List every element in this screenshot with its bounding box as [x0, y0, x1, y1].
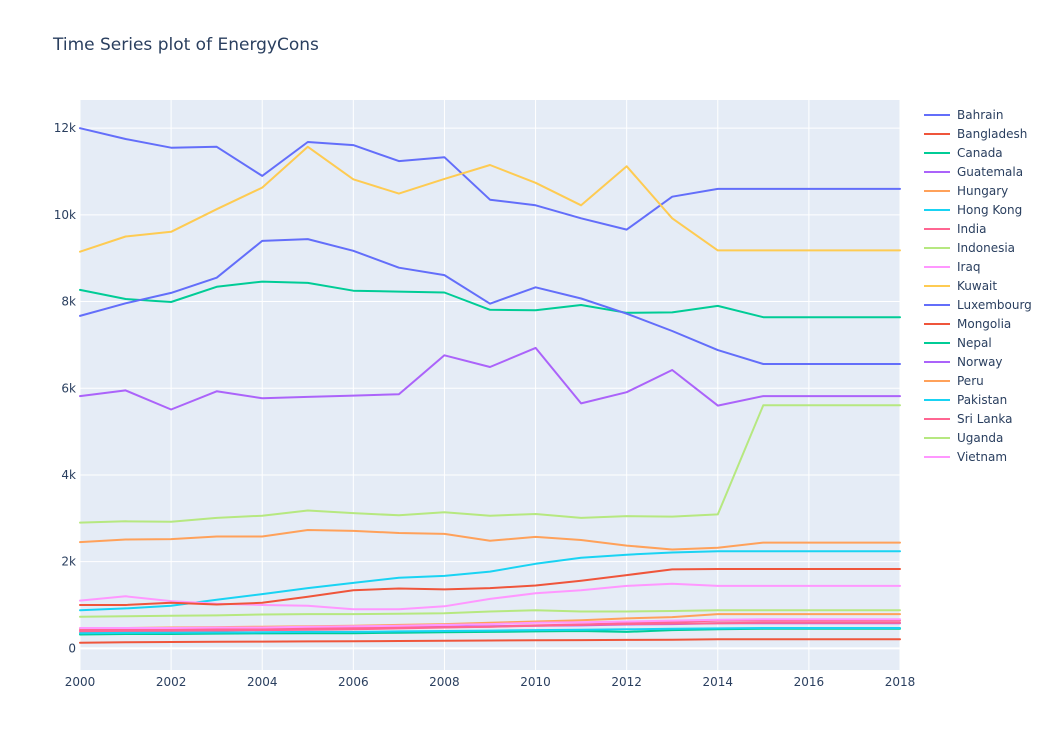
legend-label: Sri Lanka — [957, 412, 1012, 426]
legend-label: Peru — [957, 374, 984, 388]
x-tick-label: 2016 — [794, 675, 825, 689]
series-line-vietnam — [79, 618, 901, 629]
legend-label: Mongolia — [957, 317, 1011, 331]
chart-title: Time Series plot of EnergyCons — [52, 35, 319, 55]
y-axis-ticks: 0 2k 4k 6k 8k 10k 12k — [54, 121, 76, 655]
series-line-hong-kong — [79, 550, 901, 612]
series-line-pakistan — [79, 627, 901, 635]
legend-item-canada[interactable]: Canada — [924, 146, 1003, 160]
legend-item-norway[interactable]: Norway — [924, 355, 1003, 369]
legend-label: Guatemala — [957, 165, 1023, 179]
legend-item-hungary[interactable]: Hungary — [924, 184, 1008, 198]
legend-item-indonesia[interactable]: Indonesia — [924, 241, 1015, 255]
x-axis-ticks: 2000 2002 2004 2006 2008 2010 2012 2014 2016 2018 — [65, 675, 916, 689]
legend-label: Bangladesh — [957, 127, 1027, 141]
legend-label: Bahrain — [957, 108, 1003, 122]
legend-label: Canada — [957, 146, 1003, 160]
y-tick-label: 6k — [61, 381, 76, 395]
x-tick-label: 2012 — [611, 675, 642, 689]
legend-item-nepal[interactable]: Nepal — [924, 336, 992, 350]
legend-label: Norway — [957, 355, 1003, 369]
series-line-hungary — [79, 529, 901, 551]
plot-background — [80, 100, 900, 670]
x-tick-label: 2004 — [247, 675, 278, 689]
legend-item-vietnam[interactable]: Vietnam — [924, 450, 1007, 464]
legend-item-bahrain[interactable]: Bahrain — [924, 108, 1003, 122]
legend-item-mongolia[interactable]: Mongolia — [924, 317, 1011, 331]
x-tick-label: 2000 — [65, 675, 96, 689]
legend[interactable]: Bahrain Bangladesh Canada Guatemala Hungary H… — [924, 108, 1032, 464]
legend-item-kuwait[interactable]: Kuwait — [924, 279, 997, 293]
x-tick-label: 2014 — [703, 675, 734, 689]
legend-label: Indonesia — [957, 241, 1015, 255]
legend-item-guatemala[interactable]: Guatemala — [924, 165, 1023, 179]
legend-item-bangladesh[interactable]: Bangladesh — [924, 127, 1027, 141]
legend-item-luxembourg[interactable]: Luxembourg — [924, 298, 1032, 312]
legend-item-peru[interactable]: Peru — [924, 374, 984, 388]
x-tick-label: 2006 — [338, 675, 369, 689]
legend-item-pakistan[interactable]: Pakistan — [924, 393, 1007, 407]
legend-label: Kuwait — [957, 279, 997, 293]
x-tick-label: 2008 — [429, 675, 460, 689]
legend-item-iraq[interactable]: Iraq — [924, 260, 980, 274]
y-tick-label: 10k — [54, 208, 76, 222]
legend-label: Nepal — [957, 336, 992, 350]
series-line-kuwait — [79, 145, 901, 253]
x-tick-label: 2010 — [520, 675, 551, 689]
legend-label: Pakistan — [957, 393, 1007, 407]
y-tick-label: 0 — [68, 641, 76, 655]
series-line-indonesia — [79, 609, 901, 618]
legend-label: Uganda — [957, 431, 1003, 445]
series-layer — [79, 127, 901, 644]
series-line-sri-lanka — [79, 621, 901, 632]
grid — [79, 100, 901, 670]
series-line-bangladesh — [79, 638, 901, 644]
series-line-canada — [79, 280, 901, 319]
legend-label: Hong Kong — [957, 203, 1022, 217]
series-line-norway — [79, 346, 901, 411]
legend-label: Vietnam — [957, 450, 1007, 464]
legend-label: Luxembourg — [957, 298, 1032, 312]
y-tick-label: 12k — [54, 121, 76, 135]
y-tick-label: 2k — [61, 555, 76, 569]
series-line-uganda — [79, 404, 901, 524]
legend-item-uganda[interactable]: Uganda — [924, 431, 1003, 445]
x-tick-label: 2018 — [885, 675, 916, 689]
y-tick-label: 4k — [61, 468, 76, 482]
x-tick-label: 2002 — [156, 675, 187, 689]
legend-label: Iraq — [957, 260, 980, 274]
series-line-bahrain — [79, 127, 901, 231]
series-line-mongolia — [79, 568, 901, 606]
legend-label: India — [957, 222, 986, 236]
legend-item-sri-lanka[interactable]: Sri Lanka — [924, 412, 1012, 426]
legend-item-hong-kong[interactable]: Hong Kong — [924, 203, 1022, 217]
series-line-luxembourg — [79, 238, 901, 365]
legend-item-india[interactable]: India — [924, 222, 986, 236]
y-tick-label: 8k — [61, 295, 76, 309]
legend-label: Hungary — [957, 184, 1008, 198]
